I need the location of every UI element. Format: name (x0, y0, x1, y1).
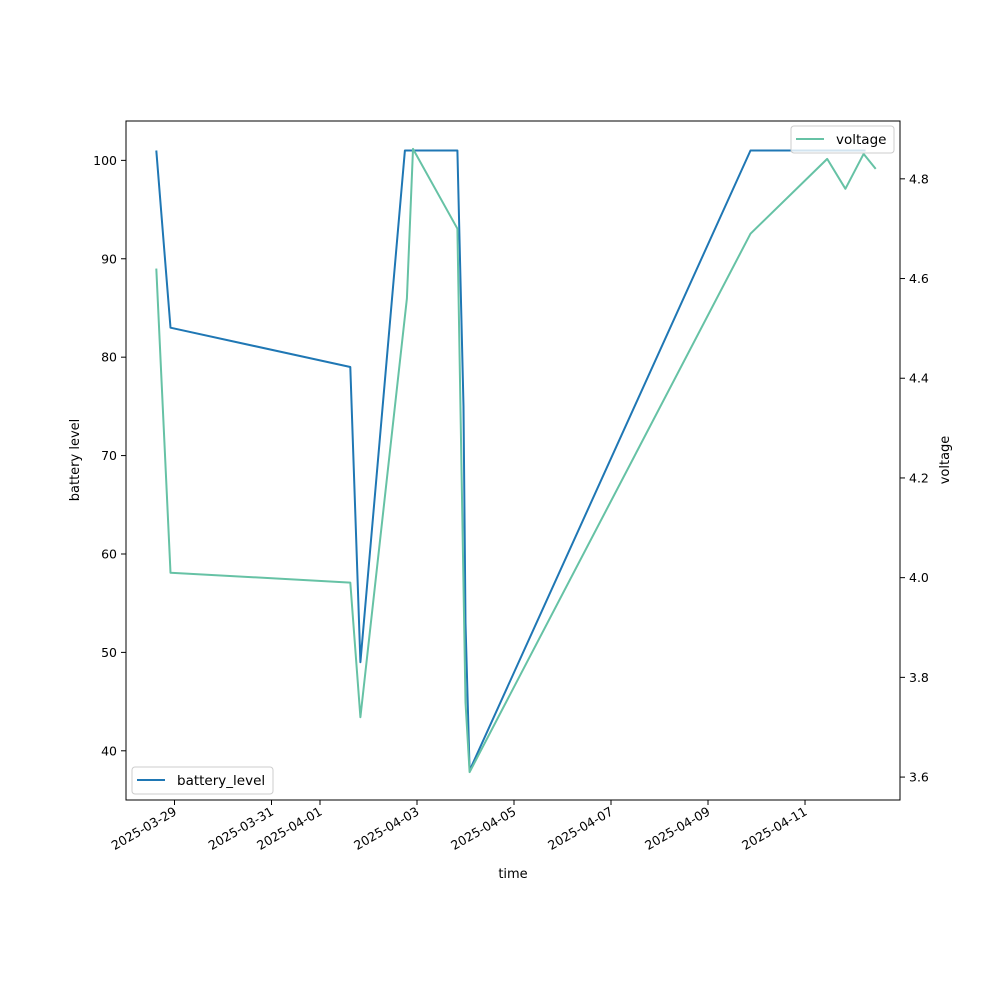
y-left-tick-label: 50 (101, 645, 117, 660)
x-axis-label: time (498, 867, 527, 882)
y-left-tick-label: 100 (93, 153, 117, 168)
y-left-tick-label: 70 (101, 448, 117, 463)
y-axis-right-label: voltage (938, 436, 953, 485)
y-right-tick-label: 4.0 (909, 570, 929, 585)
y-axis-right: 3.6 3.8 4.0 4.2 4.4 4.6 4.8 (900, 171, 929, 785)
series-line-voltage (155, 147, 877, 774)
series-layer (155, 147, 877, 774)
y-right-tick-label: 4.2 (909, 470, 929, 485)
series-line-battery-level (155, 149, 866, 772)
y-right-tick-label: 4.4 (909, 371, 929, 386)
y-axis-left: 40 50 60 70 80 90 100 (93, 153, 126, 758)
y-axis-left-label: battery level (68, 419, 83, 502)
legend-label-battery-level: battery_level (177, 773, 265, 789)
legend-voltage: voltage (790, 125, 895, 154)
legend-battery-level: battery_level (131, 766, 274, 795)
y-right-tick-label: 3.8 (909, 670, 929, 685)
y-left-tick-label: 80 (101, 350, 117, 365)
y-left-tick-label: 60 (101, 546, 117, 561)
y-left-tick-label: 40 (101, 743, 117, 758)
legend-label-voltage: voltage (836, 132, 886, 148)
y-right-tick-label: 4.8 (909, 171, 929, 186)
plot-frame (125, 120, 901, 801)
plot-area (126, 121, 900, 800)
y-right-tick-label: 3.6 (909, 770, 929, 785)
y-left-tick-label: 90 (101, 251, 117, 266)
y-right-tick-label: 4.6 (909, 271, 929, 286)
legend-box (790, 125, 895, 154)
legend-box (131, 766, 274, 795)
